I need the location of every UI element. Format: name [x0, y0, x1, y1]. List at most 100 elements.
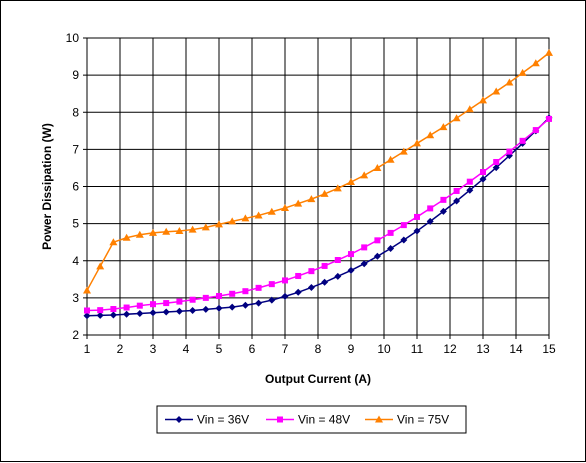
data-point: [281, 292, 289, 300]
data-point: [413, 139, 421, 147]
gridlines: [83, 37, 550, 339]
data-point: [216, 293, 222, 300]
data-point: [228, 217, 237, 225]
data-point: [281, 204, 289, 212]
data-point: [96, 311, 104, 319]
data-point: [307, 283, 315, 291]
y-tick-label: 2: [72, 328, 79, 342]
data-point: [97, 307, 104, 314]
data-point: [162, 308, 170, 316]
legend: Vin = 36V Vin = 48V Vin = 75V: [156, 405, 467, 434]
data-point: [546, 115, 552, 122]
data-point: [135, 230, 144, 238]
data-point: [387, 244, 395, 252]
data-point: [439, 207, 447, 215]
y-tick-label: 9: [72, 68, 79, 82]
y-tick-label: 3: [72, 291, 79, 305]
x-tick-label: 12: [443, 342, 457, 356]
data-point: [334, 257, 341, 264]
data-point: [545, 48, 553, 56]
data-point: [361, 244, 368, 251]
legend-box: [156, 405, 467, 434]
legend-swatch-marker: [175, 416, 183, 423]
data-point: [531, 59, 540, 67]
data-point: [308, 268, 315, 275]
data-point: [400, 222, 407, 229]
data-point: [215, 220, 223, 228]
data-point: [466, 178, 473, 185]
data-point: [452, 114, 461, 122]
data-point: [519, 137, 526, 144]
data-point: [255, 284, 262, 291]
legend-swatch-marker: [277, 416, 283, 423]
data-point: [215, 304, 223, 312]
x-tick-label: 7: [282, 342, 289, 356]
x-tick-label: 14: [509, 342, 523, 356]
data-point: [321, 262, 328, 269]
data-point: [399, 147, 408, 155]
data-point: [492, 87, 501, 95]
y-tick-label: 5: [72, 217, 79, 231]
data-point: [360, 260, 368, 268]
data-point: [268, 296, 276, 304]
data-point: [201, 223, 210, 231]
y-tick-label: 10: [66, 31, 80, 45]
y-tick-label: 7: [72, 142, 79, 156]
data-point: [162, 227, 171, 235]
data-point: [122, 233, 131, 241]
series-markers: [83, 48, 553, 320]
data-point: [320, 189, 329, 197]
data-point: [387, 229, 394, 236]
data-point: [374, 237, 381, 244]
data-point: [83, 312, 91, 320]
data-point: [347, 266, 355, 274]
data-point: [400, 236, 408, 244]
data-point: [479, 175, 487, 183]
data-point: [136, 309, 144, 317]
x-tick-label: 2: [117, 342, 124, 356]
legend-swatch-marker: [375, 415, 383, 423]
data-point: [96, 262, 105, 270]
data-point: [373, 163, 382, 171]
data-point: [228, 303, 236, 311]
x-tick-label: 6: [249, 342, 256, 356]
data-point: [242, 288, 249, 295]
data-point: [453, 187, 460, 194]
x-tick-label: 8: [315, 342, 322, 356]
data-point: [241, 214, 250, 222]
x-tick-label: 13: [476, 342, 490, 356]
legend-entry: Vin = 36V: [197, 413, 249, 427]
legend-entry: Vin = 75V: [397, 413, 449, 427]
data-point: [347, 178, 355, 186]
data-point: [110, 306, 117, 313]
data-point: [163, 300, 170, 307]
x-tick-label: 1: [84, 342, 91, 356]
data-point: [109, 238, 118, 246]
data-point: [295, 272, 302, 279]
data-point: [333, 184, 342, 192]
x-tick-label: 11: [411, 342, 424, 356]
data-point: [360, 171, 369, 179]
data-point: [453, 197, 461, 205]
data-point: [426, 131, 435, 139]
y-tick-label: 8: [72, 105, 79, 119]
x-tick-label: 15: [542, 342, 556, 356]
data-point: [414, 213, 420, 220]
data-point: [175, 307, 183, 315]
x-tick-label: 10: [377, 342, 391, 356]
data-point: [532, 127, 539, 134]
data-point: [83, 286, 91, 294]
data-point: [254, 211, 263, 219]
data-point: [480, 169, 486, 176]
data-point: [427, 205, 434, 212]
data-point: [229, 290, 236, 297]
data-point: [465, 105, 474, 113]
data-point: [334, 272, 342, 280]
data-point: [479, 96, 487, 104]
data-point: [255, 299, 263, 307]
data-point: [150, 301, 156, 308]
data-point: [189, 306, 197, 314]
data-point: [109, 311, 117, 319]
